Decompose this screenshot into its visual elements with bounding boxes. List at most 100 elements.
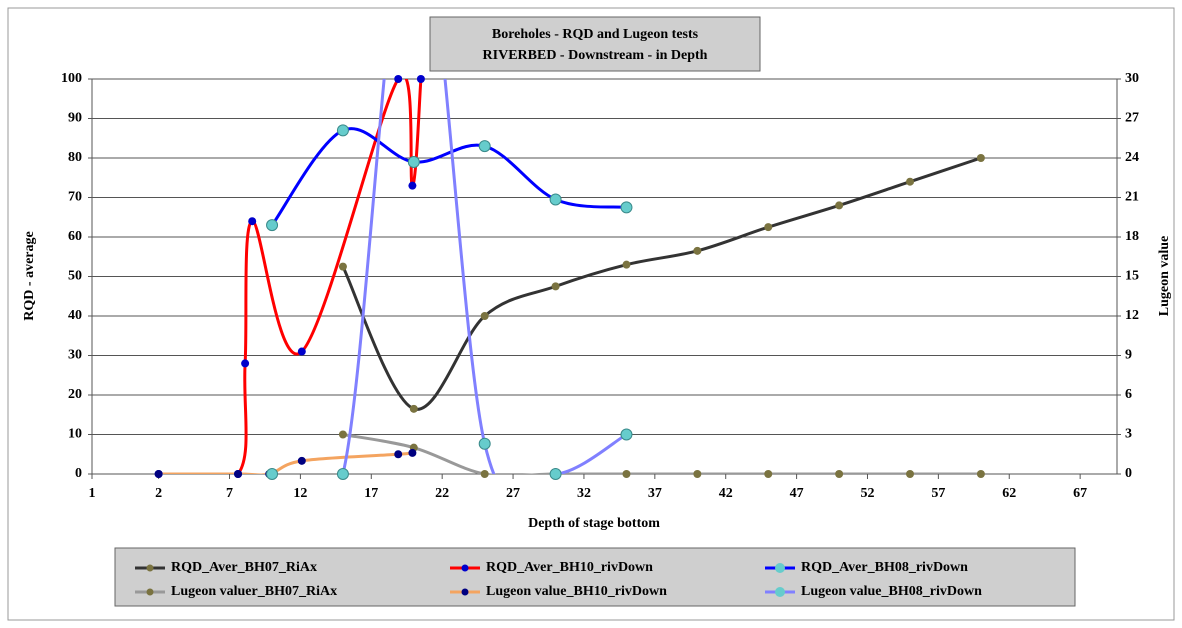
y-tick-label: 10 bbox=[68, 427, 82, 442]
data-point bbox=[416, 75, 425, 83]
data-point bbox=[764, 223, 773, 232]
x-tick-label: 22 bbox=[435, 486, 449, 501]
legend-box bbox=[114, 547, 1076, 607]
data-point bbox=[338, 430, 347, 439]
data-point bbox=[620, 428, 633, 441]
title-box bbox=[429, 16, 761, 72]
x-tick-label: 27 bbox=[506, 486, 520, 501]
y2-tick-label: 3 bbox=[1125, 427, 1132, 442]
data-point bbox=[336, 124, 349, 137]
legend-label: Lugeon value_BH10_rivDown bbox=[486, 584, 667, 599]
data-point bbox=[478, 437, 491, 450]
legend-label: RQD_Aver_BH10_rivDown bbox=[486, 560, 653, 575]
data-point bbox=[906, 177, 915, 186]
y-tick-label: 50 bbox=[68, 269, 82, 284]
y2-tick-label: 9 bbox=[1125, 348, 1132, 363]
x-axis-label: Depth of stage bottom bbox=[528, 516, 660, 531]
data-point bbox=[338, 262, 347, 271]
y-tick-label: 70 bbox=[68, 190, 82, 205]
chart-subtitle: RIVERBED - Downstream - in Depth bbox=[483, 48, 708, 63]
data-point bbox=[693, 246, 702, 255]
x-tick-label: 37 bbox=[648, 486, 662, 501]
data-point bbox=[480, 312, 489, 320]
legend-marker bbox=[461, 564, 469, 572]
series-line bbox=[341, 156, 982, 411]
data-point bbox=[480, 470, 489, 478]
x-tick-label: 52 bbox=[860, 486, 874, 501]
chart-title: Boreholes - RQD and Lugeon tests bbox=[492, 27, 699, 42]
data-point bbox=[336, 468, 349, 480]
data-point bbox=[551, 282, 560, 291]
x-tick-label: 12 bbox=[293, 486, 307, 501]
chart-frame bbox=[7, 7, 1175, 621]
data-point bbox=[408, 448, 417, 457]
legend-label: Lugeon valuer_BH07_RiAx bbox=[171, 584, 337, 599]
legend-marker bbox=[146, 564, 154, 572]
x-tick-label: 1 bbox=[89, 486, 96, 501]
data-point bbox=[693, 470, 702, 478]
x-tick-label: 47 bbox=[790, 486, 804, 501]
y2-tick-label: 21 bbox=[1125, 190, 1139, 205]
data-point bbox=[394, 75, 403, 83]
data-point bbox=[835, 470, 844, 478]
data-point bbox=[248, 217, 257, 226]
y2-tick-label: 27 bbox=[1125, 111, 1139, 126]
legend-label: RQD_Aver_BH08_rivDown bbox=[801, 560, 968, 575]
y-tick-label: 100 bbox=[61, 71, 82, 86]
x-tick-label: 32 bbox=[577, 486, 591, 501]
y2-tick-label: 18 bbox=[1125, 229, 1139, 244]
x-tick-label: 57 bbox=[931, 486, 945, 501]
data-point bbox=[297, 347, 306, 356]
y-tick-label: 40 bbox=[68, 308, 82, 323]
data-point bbox=[241, 359, 250, 368]
data-point bbox=[234, 470, 243, 478]
y-tick-label: 20 bbox=[68, 387, 82, 402]
y2-tick-label: 12 bbox=[1125, 308, 1139, 323]
x-tick-label: 67 bbox=[1073, 486, 1087, 501]
data-point bbox=[620, 201, 633, 214]
y-tick-label: 90 bbox=[68, 111, 82, 126]
legend-marker bbox=[146, 588, 154, 596]
y2-tick-label: 24 bbox=[1125, 150, 1139, 165]
y2-tick-label: 6 bbox=[1125, 387, 1132, 402]
y-tick-label: 0 bbox=[75, 466, 82, 481]
y2-tick-label: 15 bbox=[1125, 269, 1139, 284]
data-point bbox=[266, 219, 279, 232]
data-point bbox=[266, 468, 279, 480]
y2-tick-label: 30 bbox=[1125, 71, 1139, 86]
data-point bbox=[154, 470, 163, 478]
y-axis-label: RQD - average bbox=[22, 231, 37, 320]
y-tick-label: 80 bbox=[68, 150, 82, 165]
data-point bbox=[408, 181, 417, 190]
data-point bbox=[622, 260, 631, 269]
data-point bbox=[835, 201, 844, 210]
data-point bbox=[906, 470, 915, 478]
data-point bbox=[764, 470, 773, 478]
data-point bbox=[976, 154, 985, 162]
series-line bbox=[342, 433, 981, 474]
data-point bbox=[407, 155, 420, 168]
data-point bbox=[478, 140, 491, 153]
data-point bbox=[409, 404, 418, 413]
legend-marker bbox=[461, 588, 469, 596]
data-point bbox=[549, 193, 562, 206]
data-point bbox=[549, 468, 562, 480]
data-point bbox=[622, 470, 631, 478]
legend-marker bbox=[775, 563, 785, 573]
y2-tick-label: 0 bbox=[1125, 466, 1132, 481]
y-tick-label: 30 bbox=[68, 348, 82, 363]
y-tick-label: 60 bbox=[68, 229, 82, 244]
data-point bbox=[394, 450, 403, 459]
legend-label: RQD_Aver_BH07_RiAx bbox=[171, 560, 317, 575]
x-tick-label: 62 bbox=[1002, 486, 1016, 501]
legend-label: Lugeon value_BH08_rivDown bbox=[801, 584, 982, 599]
data-point bbox=[976, 470, 985, 478]
x-tick-label: 42 bbox=[719, 486, 733, 501]
legend-marker bbox=[775, 587, 785, 597]
data-point bbox=[297, 456, 306, 465]
x-tick-label: 7 bbox=[226, 486, 233, 501]
y2-axis-label: Lugeon value bbox=[1157, 236, 1172, 317]
x-tick-label: 2 bbox=[155, 486, 162, 501]
x-tick-label: 17 bbox=[364, 486, 378, 501]
